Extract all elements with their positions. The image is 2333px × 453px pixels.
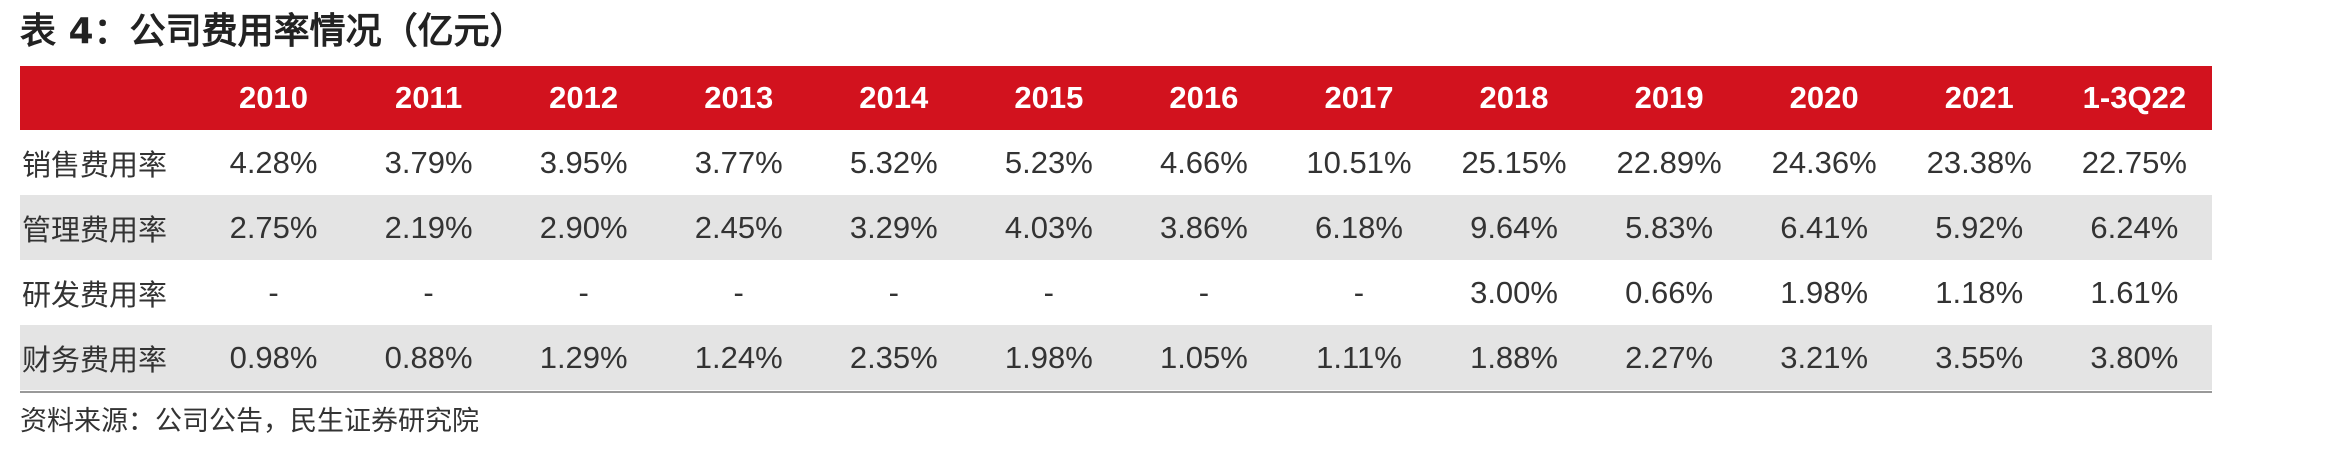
table-row-selling-expense: 销售费用率 4.28% 3.79% 3.95% 3.77% 5.32% 5.23… bbox=[20, 130, 2212, 195]
expense-ratio-table: 2010 2011 2012 2013 2014 2015 2016 2017 … bbox=[20, 66, 2212, 390]
table-cell: 5.83% bbox=[1625, 209, 1714, 245]
header-year: 2018 bbox=[1479, 80, 1549, 115]
table-cell: 3.86% bbox=[1159, 209, 1248, 245]
table-cell: - bbox=[888, 274, 899, 310]
table-cell: 1.29% bbox=[539, 339, 628, 375]
table-cell: 0.66% bbox=[1625, 274, 1714, 310]
table-cell: 2.19% bbox=[384, 209, 473, 245]
table-cell: 3.77% bbox=[694, 144, 783, 180]
table-cell: 1.05% bbox=[1159, 339, 1248, 375]
row-label: 管理费用率 bbox=[22, 212, 168, 247]
table-cell: 6.18% bbox=[1315, 209, 1403, 245]
table-cell: 3.21% bbox=[1780, 339, 1869, 375]
header-year: 2015 bbox=[1014, 80, 1084, 115]
table-cell: 2.90% bbox=[539, 209, 628, 245]
table-cell: - bbox=[733, 274, 744, 310]
table-cell: 3.95% bbox=[539, 144, 628, 180]
row-label: 销售费用率 bbox=[22, 147, 168, 182]
table-cell: 2.27% bbox=[1625, 339, 1714, 375]
table-cell: - bbox=[1198, 274, 1210, 310]
table-row-rd-expense: 研发费用率 - - - - - - - - 3.00% 0.66% 1.98% … bbox=[20, 260, 2212, 325]
table-cell: - bbox=[1043, 274, 1054, 310]
table-cell: 1.18% bbox=[1935, 274, 2024, 310]
table-cell: 0.98% bbox=[229, 339, 318, 375]
table-cell: 2.35% bbox=[849, 339, 938, 375]
header-year: 1-3Q22 bbox=[2082, 80, 2187, 115]
table-cell: 1.98% bbox=[1780, 274, 1869, 310]
header-year: 2019 bbox=[1634, 80, 1704, 115]
table-title: 表 4：公司费用率情况（亿元） bbox=[20, 11, 526, 52]
header-year: 2014 bbox=[859, 80, 929, 115]
header-corner bbox=[20, 66, 196, 130]
table-cell: - bbox=[423, 274, 434, 310]
table-cell: 2.45% bbox=[694, 209, 783, 245]
table-cell: 22.75% bbox=[2081, 144, 2187, 180]
table-cell: 3.80% bbox=[2090, 339, 2179, 375]
table-row-financial-expense: 财务费用率 0.98% 0.88% 1.29% 1.24% 2.35% 1.98… bbox=[20, 325, 2212, 390]
table-cell: 1.88% bbox=[1470, 339, 1558, 375]
header-year: 2011 bbox=[394, 80, 463, 115]
table-cell: 6.41% bbox=[1780, 209, 1869, 245]
table-cell: 1.61% bbox=[2090, 274, 2179, 310]
table-header-row: 2010 2011 2012 2013 2014 2015 2016 2017 … bbox=[20, 66, 2212, 130]
source-note: 资料来源：公司公告，民生证券研究院 bbox=[20, 406, 479, 437]
header-year: 2020 bbox=[1789, 80, 1859, 115]
table-cell: 2.75% bbox=[229, 209, 318, 245]
table-cell: 6.24% bbox=[2090, 209, 2179, 245]
table-cell: 4.03% bbox=[1004, 209, 1093, 245]
table-cell: 22.89% bbox=[1616, 144, 1722, 180]
header-year: 2017 bbox=[1324, 80, 1394, 115]
table-cell: 5.92% bbox=[1935, 209, 2024, 245]
table-cell: 1.24% bbox=[694, 339, 783, 375]
table-cell: 5.23% bbox=[1004, 144, 1093, 180]
header-year: 2021 bbox=[1944, 80, 2014, 115]
table-cell: 1.11% bbox=[1316, 339, 1402, 375]
row-label: 研发费用率 bbox=[22, 277, 168, 312]
table-cell: 3.79% bbox=[384, 144, 473, 180]
table-cell: - bbox=[1353, 274, 1365, 310]
header-year: 2013 bbox=[704, 80, 774, 115]
table-row-admin-expense: 管理费用率 2.75% 2.19% 2.90% 2.45% 3.29% 4.03… bbox=[20, 195, 2212, 260]
table-cell: 10.51% bbox=[1306, 144, 1412, 180]
table-cell: 4.66% bbox=[1159, 144, 1248, 180]
table-cell: 25.15% bbox=[1461, 144, 1567, 180]
table-cell: 3.55% bbox=[1935, 339, 2024, 375]
table-cell: - bbox=[578, 274, 589, 310]
header-year: 2012 bbox=[549, 80, 619, 115]
table-cell: 5.32% bbox=[849, 144, 938, 180]
header-year: 2010 bbox=[239, 80, 309, 115]
table-cell: 24.36% bbox=[1771, 144, 1877, 180]
table-cell: 3.29% bbox=[849, 209, 938, 245]
row-label: 财务费用率 bbox=[22, 342, 168, 377]
table-cell: 0.88% bbox=[384, 339, 473, 375]
table-cell: 4.28% bbox=[229, 144, 318, 180]
table-cell: 23.38% bbox=[1926, 144, 2032, 180]
table-cell: 1.98% bbox=[1004, 339, 1093, 375]
header-year: 2016 bbox=[1169, 80, 1239, 115]
table-cell: - bbox=[268, 274, 279, 310]
table-cell: 9.64% bbox=[1470, 209, 1558, 245]
table-cell: 3.00% bbox=[1470, 274, 1558, 310]
table-bottom-rule bbox=[20, 391, 2212, 393]
